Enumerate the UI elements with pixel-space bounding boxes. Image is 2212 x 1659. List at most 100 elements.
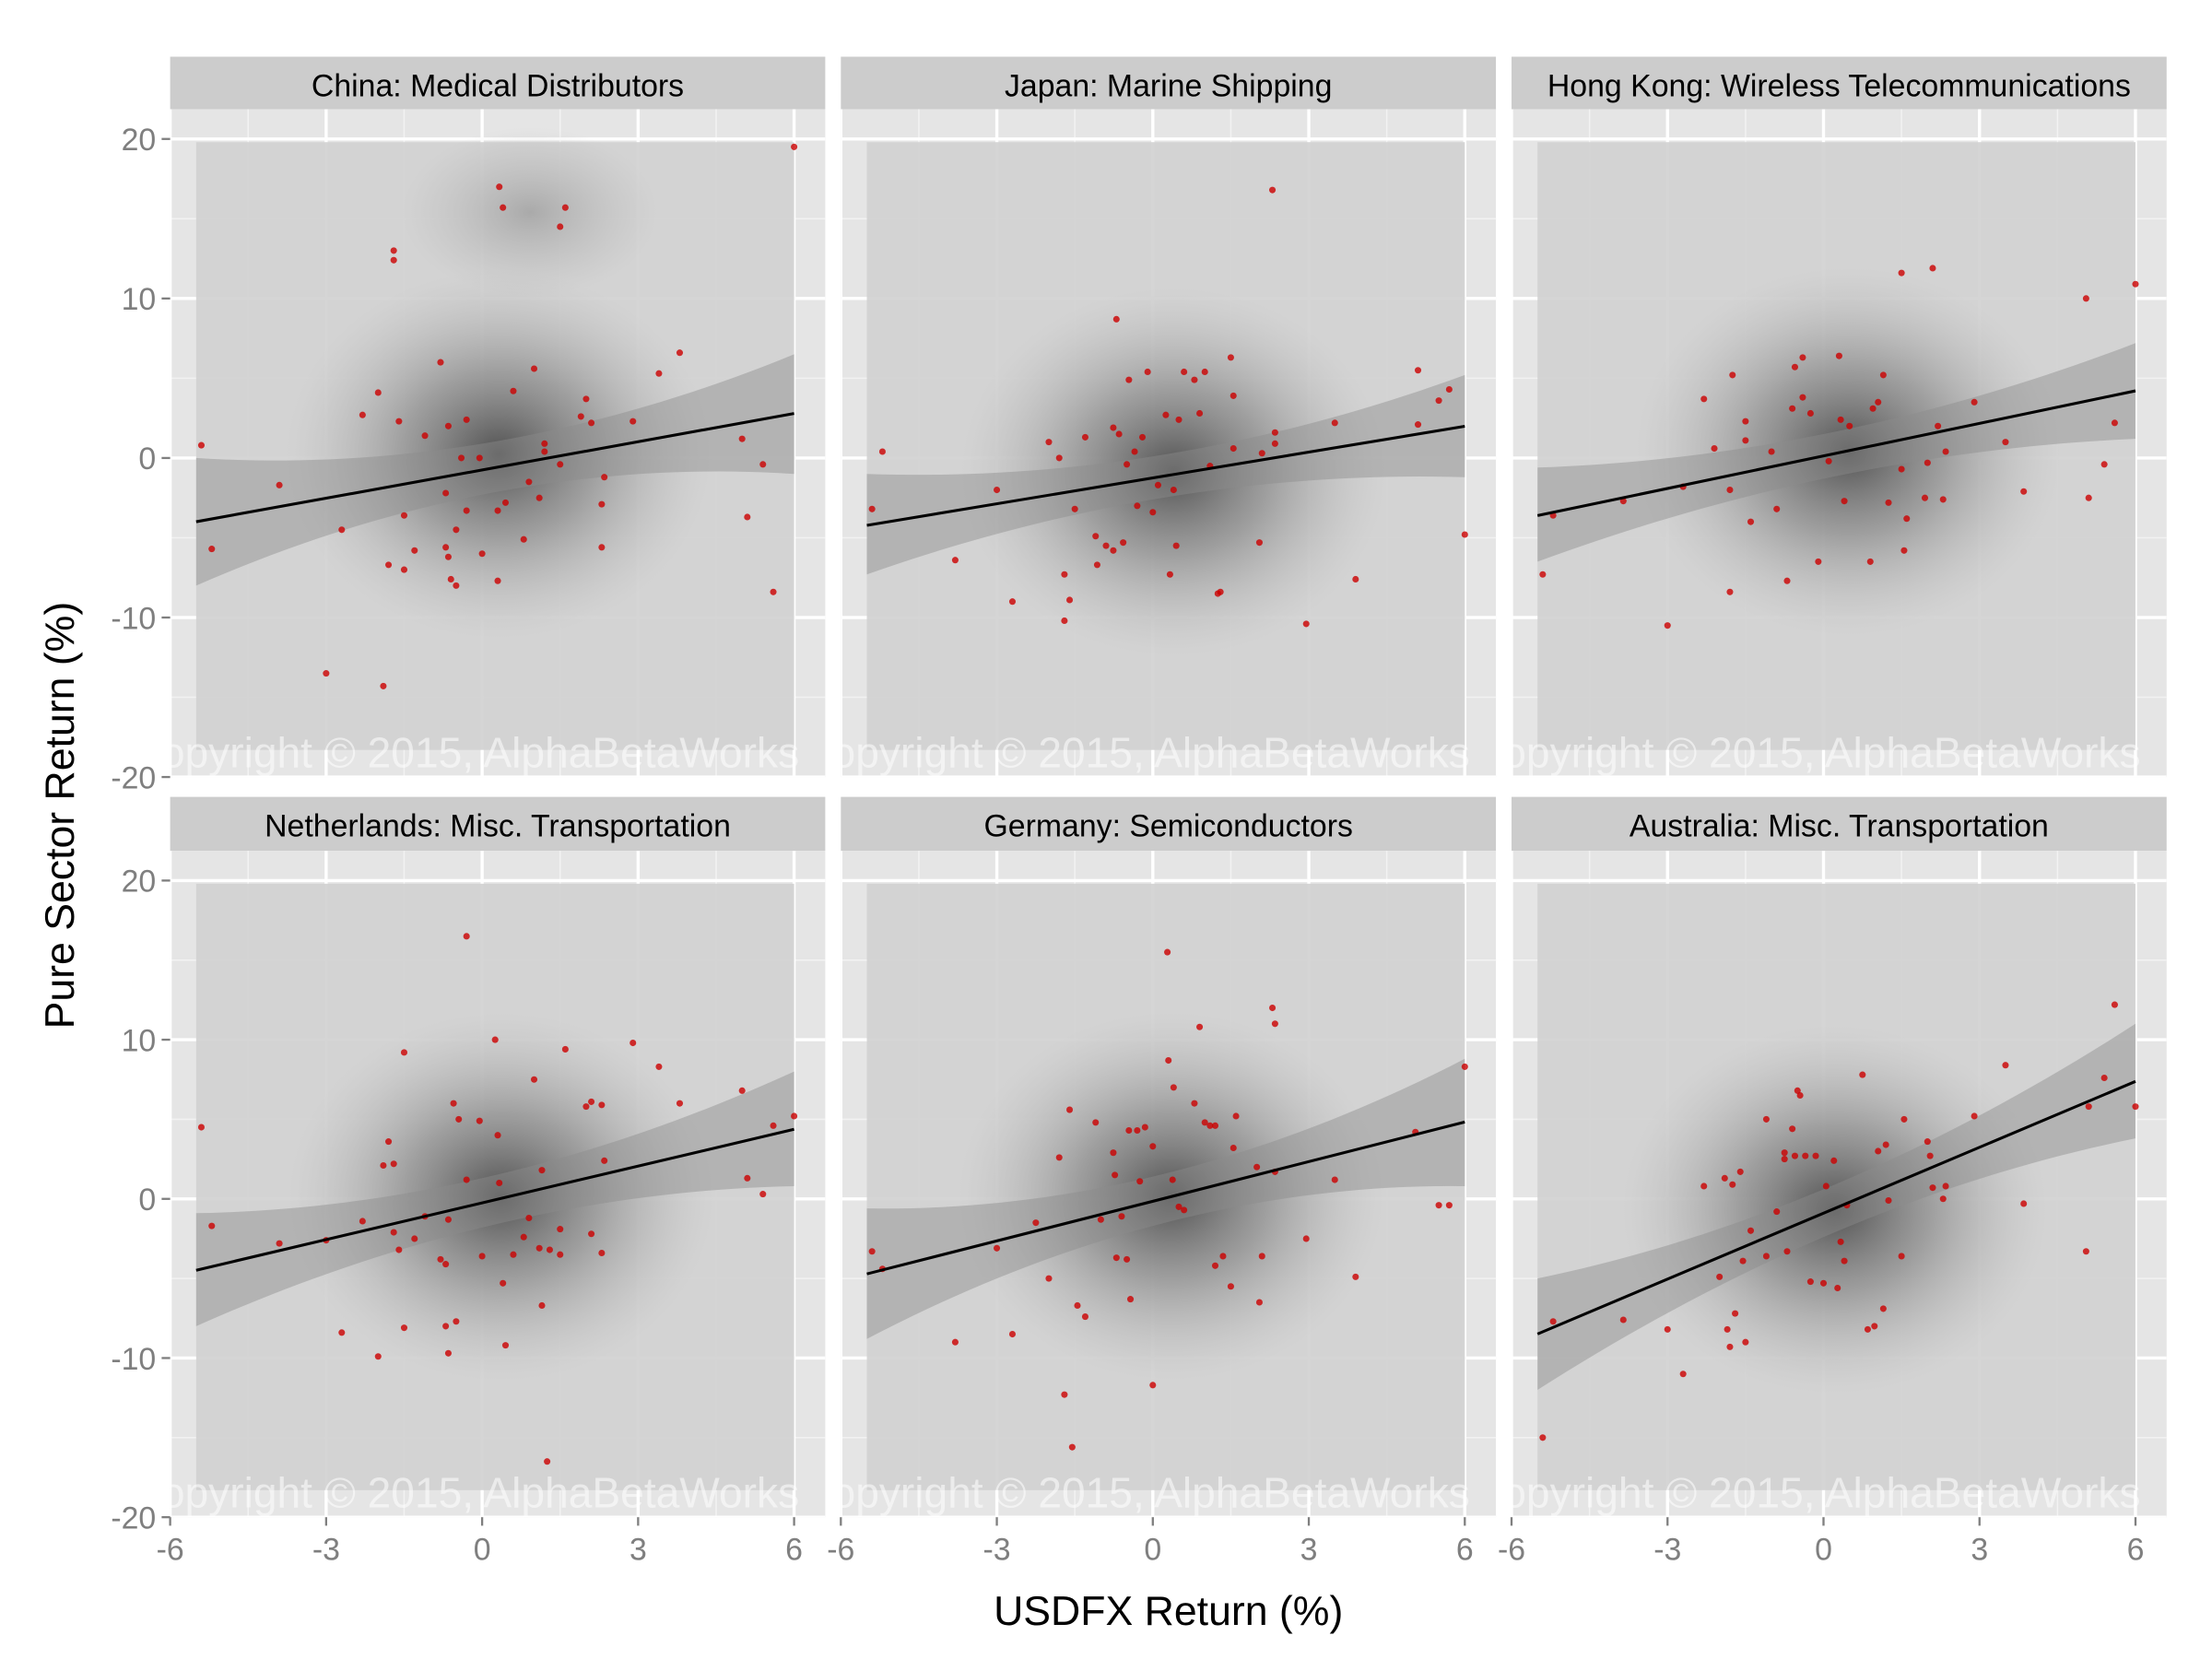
data-point bbox=[1124, 1255, 1131, 1263]
data-point bbox=[544, 1458, 551, 1465]
facet-strip bbox=[1512, 796, 2167, 852]
data-point bbox=[1131, 448, 1138, 455]
data-point bbox=[1149, 1143, 1157, 1150]
data-point bbox=[510, 1251, 517, 1258]
data-point bbox=[1125, 376, 1133, 383]
data-point bbox=[878, 448, 886, 455]
data-point bbox=[2111, 1001, 2118, 1008]
data-point bbox=[1882, 1141, 1889, 1148]
data-point bbox=[1120, 539, 1127, 547]
watermark: Copyright © 2015, AlphaBetaWorks bbox=[131, 1469, 800, 1517]
data-point bbox=[491, 1036, 499, 1043]
data-point bbox=[1971, 1112, 1978, 1120]
data-point bbox=[390, 247, 397, 254]
data-point bbox=[494, 1132, 501, 1139]
data-point bbox=[1879, 371, 1887, 379]
data-point bbox=[530, 365, 538, 372]
facet-panel: China: Medical Distributors Copyright © 2… bbox=[111, 56, 826, 795]
data-point bbox=[1834, 1284, 1841, 1292]
data-point bbox=[1071, 505, 1078, 512]
data-point bbox=[1110, 424, 1117, 431]
data-point bbox=[276, 1240, 283, 1247]
facet-panel: Hong Kong: Wireless Telecommunications Co… bbox=[1512, 56, 2167, 778]
data-point bbox=[1716, 1273, 1724, 1280]
data-point bbox=[1269, 1005, 1277, 1012]
x-tick-label: 6 bbox=[1456, 1532, 1474, 1567]
data-point bbox=[1124, 461, 1131, 468]
data-point bbox=[1859, 1071, 1866, 1078]
data-point bbox=[676, 1100, 684, 1107]
data-point bbox=[561, 204, 569, 211]
data-point bbox=[494, 577, 501, 584]
data-point bbox=[501, 499, 510, 506]
data-point bbox=[411, 547, 418, 554]
data-point bbox=[582, 395, 590, 403]
facet-panel: Germany: Semiconductors Copyright © 2015,… bbox=[801, 796, 1497, 1567]
data-point bbox=[359, 411, 366, 418]
data-point bbox=[1924, 459, 1931, 466]
y-axis-title: Pure Sector Return (%) bbox=[38, 602, 83, 1030]
data-point bbox=[455, 1115, 463, 1123]
facet-strip bbox=[170, 796, 826, 852]
data-point bbox=[541, 448, 548, 455]
data-point bbox=[1230, 392, 1237, 399]
facet-title: Hong Kong: Wireless Telecommunications bbox=[1547, 69, 2131, 104]
data-point bbox=[994, 1244, 1001, 1252]
data-point bbox=[2100, 1074, 2108, 1082]
data-point bbox=[1461, 531, 1468, 538]
data-point bbox=[1742, 418, 1749, 425]
data-point bbox=[588, 419, 595, 427]
data-point bbox=[1092, 533, 1100, 540]
data-point bbox=[1219, 1253, 1227, 1260]
watermark: Copyright © 2015, AlphaBetaWorks bbox=[801, 1469, 1470, 1517]
data-point bbox=[1864, 1325, 1871, 1333]
data-point bbox=[1181, 368, 1188, 376]
data-point bbox=[598, 1101, 606, 1109]
data-point bbox=[1136, 1178, 1144, 1185]
data-point bbox=[1255, 1299, 1263, 1306]
data-point bbox=[1211, 1122, 1219, 1129]
y-tick-label: 10 bbox=[122, 1023, 157, 1058]
data-point bbox=[1742, 437, 1749, 444]
data-point bbox=[759, 461, 767, 468]
data-point bbox=[1926, 1152, 1934, 1159]
data-point bbox=[400, 566, 408, 573]
data-point bbox=[1230, 1144, 1237, 1152]
facet-title: Australia: Misc. Transportation bbox=[1630, 809, 2049, 844]
data-point bbox=[1846, 422, 1853, 429]
data-point bbox=[1271, 440, 1278, 447]
x-tick-label: -3 bbox=[1653, 1532, 1681, 1567]
data-point bbox=[1900, 1115, 1908, 1123]
x-tick-label: 0 bbox=[474, 1532, 491, 1567]
facet-strip bbox=[841, 56, 1497, 110]
data-point bbox=[1134, 1126, 1141, 1135]
data-point bbox=[338, 1329, 346, 1336]
data-point bbox=[478, 550, 486, 558]
y-tick-label: 0 bbox=[138, 1182, 156, 1218]
data-point bbox=[1165, 1056, 1172, 1065]
data-point bbox=[1445, 1202, 1453, 1209]
data-point bbox=[437, 1255, 444, 1263]
data-point bbox=[588, 1098, 595, 1105]
data-point bbox=[1732, 1310, 1739, 1317]
density-peak bbox=[402, 127, 658, 298]
data-point bbox=[276, 481, 283, 488]
data-point bbox=[1211, 1262, 1219, 1269]
data-point bbox=[546, 1246, 553, 1253]
data-point bbox=[463, 1176, 470, 1183]
data-point bbox=[1739, 1257, 1747, 1265]
facet-title: Japan: Marine Shipping bbox=[1005, 69, 1332, 104]
data-point bbox=[557, 223, 564, 230]
data-point bbox=[1435, 397, 1442, 405]
data-point bbox=[951, 1338, 959, 1346]
data-point bbox=[1074, 1301, 1081, 1310]
data-point bbox=[1253, 1163, 1261, 1171]
y-tick-label: -20 bbox=[111, 1500, 156, 1535]
data-point bbox=[1942, 448, 1949, 455]
data-point bbox=[538, 1301, 546, 1310]
x-tick-label: 3 bbox=[629, 1532, 647, 1567]
data-point bbox=[1942, 1182, 1949, 1190]
data-point bbox=[1201, 368, 1208, 376]
data-point bbox=[1729, 1181, 1736, 1188]
data-point bbox=[770, 588, 777, 595]
